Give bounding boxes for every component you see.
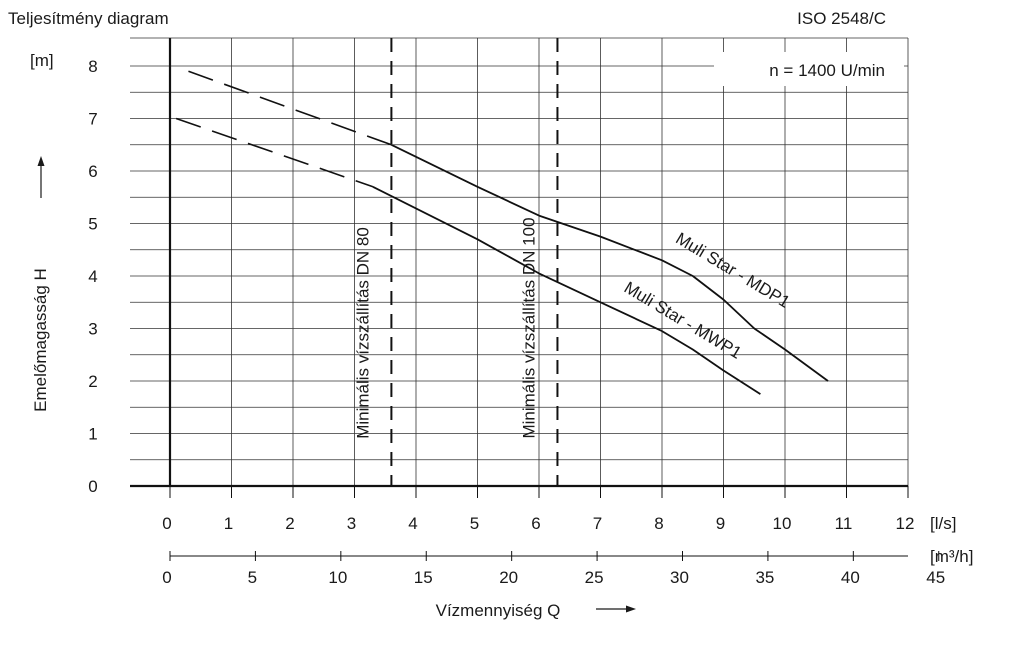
x-tick-label-ls: 10 [773, 514, 792, 533]
x-tick-label-ls: 3 [347, 514, 356, 533]
min-flow-label: Minimális vízszállítás DN 100 [519, 217, 538, 438]
x-axis-label: Vízmennyiség Q [436, 601, 561, 620]
x-tick-label-m3h: 40 [841, 568, 860, 587]
x-tick-label-m3h: 15 [414, 568, 433, 587]
x-tick-label-ls: 4 [408, 514, 417, 533]
curve-line [372, 185, 761, 395]
x-tick-label-m3h: 45 [926, 568, 945, 587]
y-tick-label: 1 [88, 425, 97, 444]
x-tick-label-ls: 11 [835, 514, 853, 533]
speed-note-bg [714, 52, 904, 86]
x-tick-label-m3h: 35 [755, 568, 774, 587]
x-tick-label-ls: 8 [654, 514, 663, 533]
y-tick-label: 4 [88, 267, 97, 286]
y-tick-label: 3 [88, 320, 97, 339]
x-axis-arrow-icon [596, 605, 636, 613]
x-tick-label-ls: 1 [224, 514, 233, 533]
y-tick-label: 8 [88, 57, 97, 76]
y-tick-label: 2 [88, 372, 97, 391]
x-tick-label-m3h: 20 [499, 568, 518, 587]
x-tick-label-ls: 9 [716, 514, 725, 533]
y-tick-label: 6 [88, 162, 97, 181]
min-flow-markers: Minimális vízszállítás DN 80 Minimális ví… [353, 38, 559, 486]
y-axis-label: Emelőmagasság H [31, 268, 50, 412]
y-unit-label: [m] [30, 51, 54, 70]
y-axis-arrow-icon [37, 156, 45, 198]
x-tick-label-ls: 2 [285, 514, 294, 533]
x-tick-label-m3h: 25 [585, 568, 604, 587]
min-flow-label: Minimális vízszállítás DN 80 [353, 227, 372, 439]
x-tick-label-m3h: 10 [328, 568, 347, 587]
x-tick-label-ls: 12 [896, 514, 915, 533]
y-tick-label: 7 [88, 110, 97, 129]
x-tick-label-ls: 7 [593, 514, 602, 533]
speed-note: n = 1400 U/min [769, 61, 885, 80]
x-unit-ls: [l/s] [930, 514, 956, 533]
x-tick-label-m3h: 5 [248, 568, 257, 587]
x-unit-m3h: [m³/h] [930, 547, 973, 566]
standard-label: ISO 2548/C [797, 9, 886, 28]
grid [130, 37, 909, 486]
x-tick-label-ls: 0 [162, 514, 171, 533]
y-tick-label: 0 [88, 477, 97, 496]
x-tick-label-ls: 5 [470, 514, 479, 533]
x-tick-label-m3h: 0 [162, 568, 171, 587]
y-tick-label: 5 [88, 215, 97, 234]
curve-extrapolation [175, 117, 374, 188]
x-tick-label-ls: 6 [531, 514, 540, 533]
x-tick-label-m3h: 30 [670, 568, 689, 587]
curve-line [391, 143, 829, 382]
curve-label: Muli Star - MDP1 [672, 229, 793, 312]
chart-title: Teljesítmény diagram [8, 9, 169, 28]
